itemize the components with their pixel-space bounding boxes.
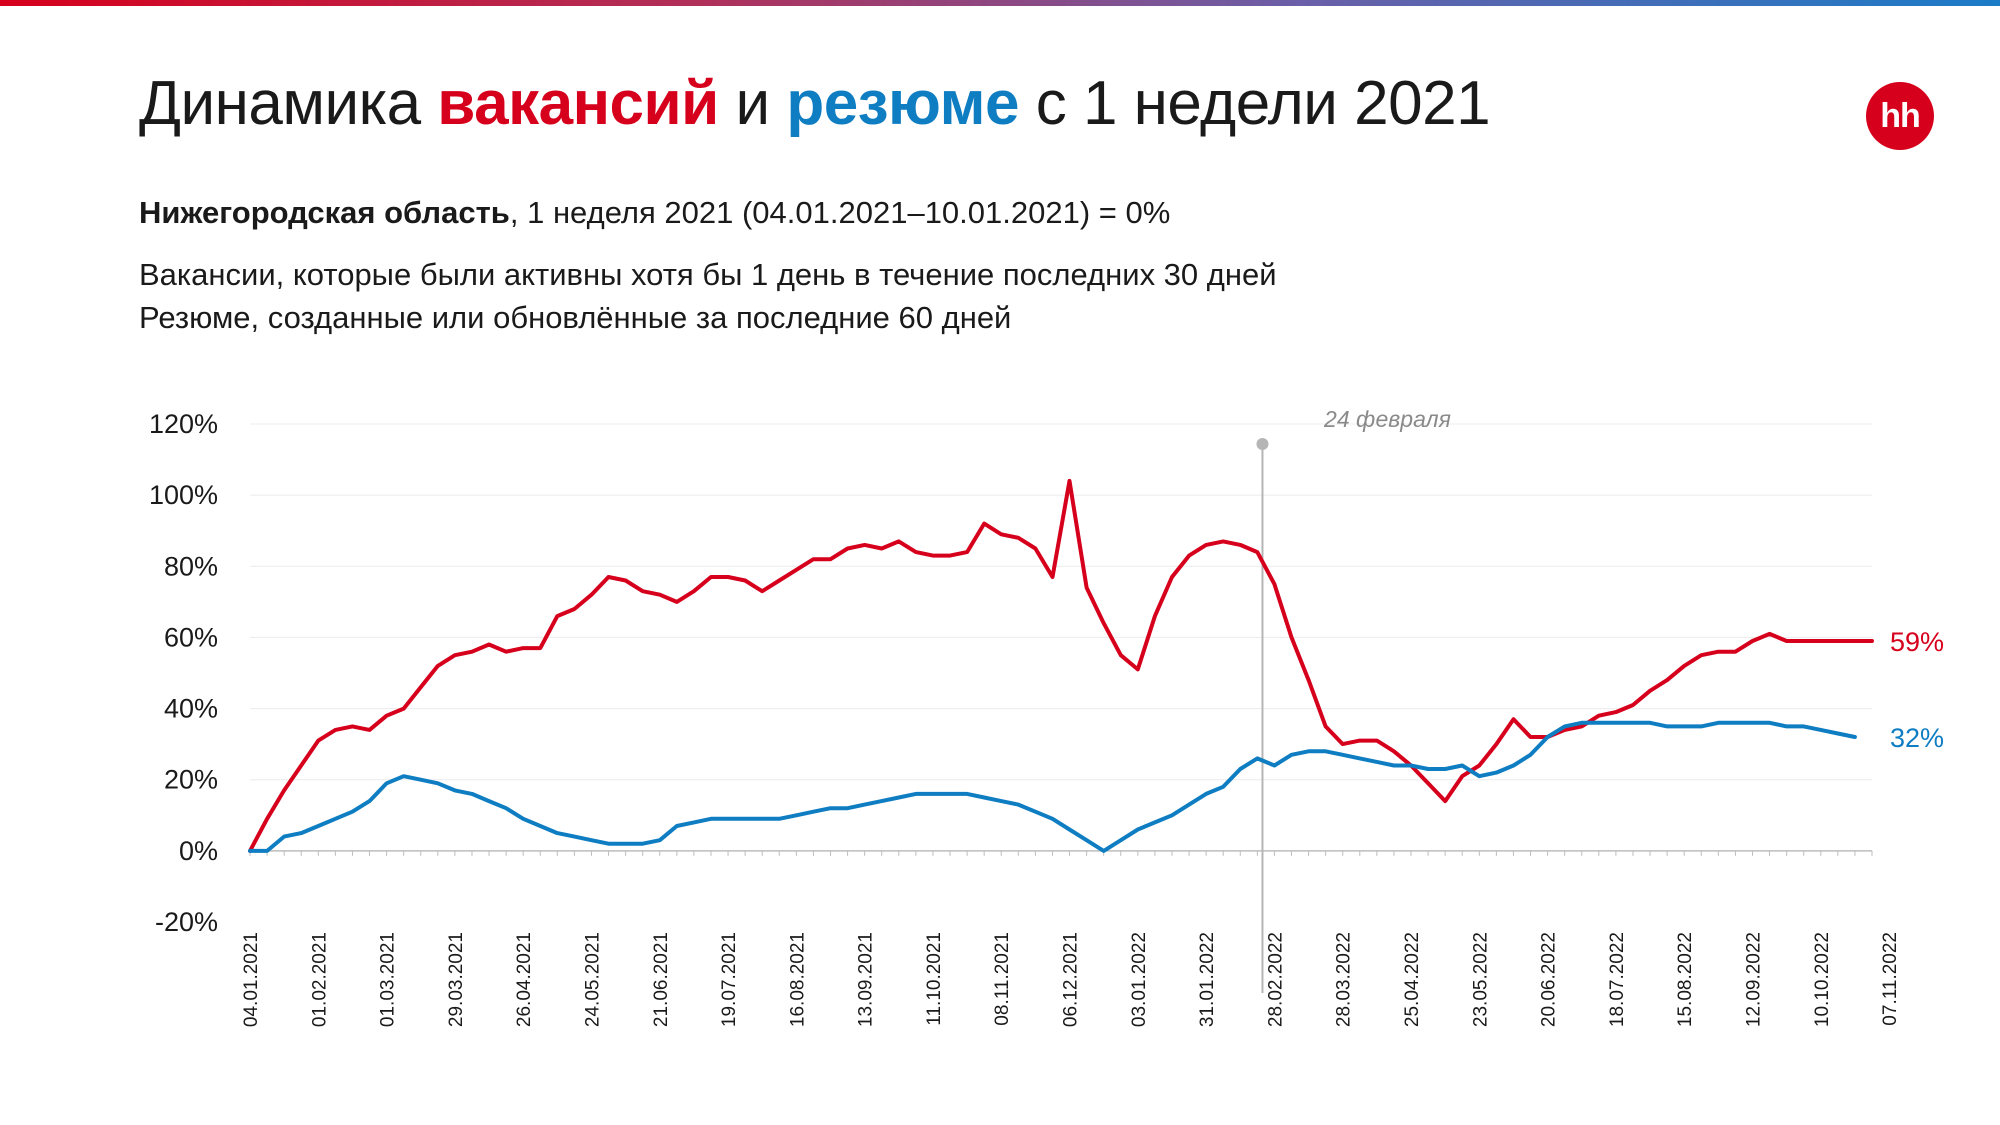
- x-tick-label: 01.02.2021: [309, 932, 330, 1027]
- x-tick-label: 25.04.2022: [1402, 932, 1423, 1027]
- x-tick-label: 07.11.2022: [1880, 932, 1901, 1026]
- resumes-line: [250, 723, 1855, 851]
- end-labels: 59% 32%: [1890, 627, 1944, 753]
- x-tick-label: 23.05.2022: [1470, 932, 1491, 1027]
- x-tick-label: 15.08.2022: [1675, 932, 1696, 1027]
- vacancies-line: [250, 481, 1872, 851]
- y-tick-label: 120%: [149, 409, 218, 439]
- x-axis: 04.01.2021 01.02.2021 01.03.2021 29.03.2021…: [241, 851, 1901, 1027]
- x-tick-label: 10.10.2022: [1812, 932, 1833, 1027]
- x-tick-label: 03.01.2022: [1129, 932, 1150, 1027]
- x-tick-label: 28.03.2022: [1334, 932, 1355, 1027]
- y-axis: 120% 100% 80% 60% 40% 20% 0% -20%: [149, 409, 218, 937]
- x-tick-label: 31.01.2022: [1197, 932, 1218, 1027]
- y-tick-label: 60%: [164, 622, 218, 652]
- chart-grid: [250, 424, 1872, 780]
- x-tick-label: 28.02.2022: [1265, 932, 1286, 1027]
- annotation-label: 24 февраля: [1323, 406, 1451, 432]
- x-tick-label: 18.07.2022: [1607, 932, 1628, 1027]
- x-tick-label: 24.05.2021: [582, 932, 603, 1027]
- x-tick-label: 01.03.2021: [378, 932, 399, 1027]
- resumes-end-label: 32%: [1890, 723, 1944, 753]
- y-tick-label: 40%: [164, 694, 218, 724]
- x-tick-label: 11.10.2021: [924, 932, 945, 1026]
- x-tick-label: 08.11.2021: [992, 932, 1013, 1026]
- x-tick-label: 29.03.2021: [446, 932, 467, 1027]
- y-tick-label: 80%: [164, 551, 218, 581]
- y-tick-label: 20%: [164, 765, 218, 795]
- y-tick-label: -20%: [155, 907, 218, 937]
- x-tick-label: 12.09.2022: [1743, 932, 1764, 1027]
- x-tick-label: 16.08.2021: [787, 932, 808, 1027]
- chart-series: [250, 481, 1872, 851]
- line-chart: 120% 100% 80% 60% 40% 20% 0% -20% 04.01.2021 01.…: [0, 0, 2000, 1125]
- event-annotation: 24 февраля: [1256, 406, 1450, 993]
- x-tick-label: 19.07.2021: [719, 932, 740, 1027]
- vacancies-end-label: 59%: [1890, 627, 1944, 657]
- x-tick-label: 13.09.2021: [856, 932, 877, 1027]
- x-tick-label: 21.06.2021: [651, 932, 672, 1027]
- x-tick-label: 06.12.2021: [1061, 932, 1082, 1027]
- y-tick-label: 0%: [179, 836, 218, 866]
- x-tick-label: 26.04.2021: [514, 932, 535, 1027]
- y-tick-label: 100%: [149, 480, 218, 510]
- annotation-dot: [1256, 438, 1268, 450]
- x-tick-label: 04.01.2021: [241, 932, 262, 1027]
- x-tick-label: 20.06.2022: [1539, 932, 1560, 1027]
